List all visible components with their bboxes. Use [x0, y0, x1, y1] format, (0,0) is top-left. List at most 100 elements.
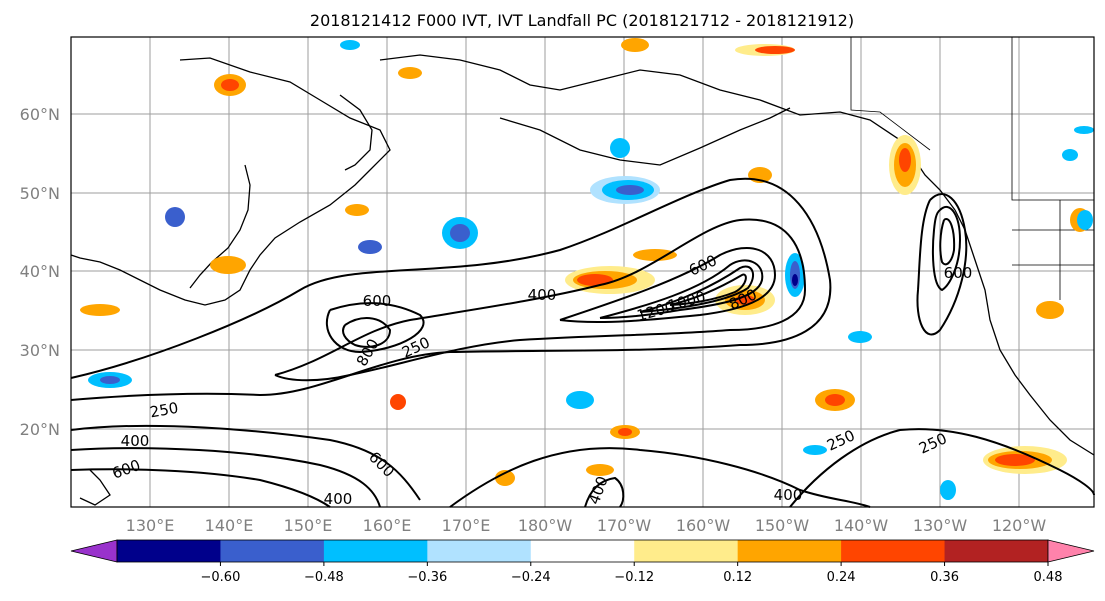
lat-label: 20°N [20, 420, 60, 439]
coast-aleutians [499, 107, 791, 166]
lat-label: 40°N [20, 262, 60, 281]
colorbar-tick-label: 0.48 [1034, 570, 1063, 585]
blob [398, 67, 422, 79]
contour-400-south [70, 447, 381, 508]
colorbar-segment [220, 540, 325, 562]
lon-label: 140°E [205, 516, 254, 535]
contour-250-southeast [789, 428, 1095, 508]
contour-1200 [669, 273, 747, 306]
shade-high [616, 185, 644, 195]
anomaly-pos-canada-coast [889, 135, 921, 195]
colorbar-tick-label: −0.60 [201, 570, 241, 585]
blob [586, 464, 614, 476]
blob [80, 304, 120, 316]
colorbar-tick-label: −0.24 [511, 570, 551, 585]
lon-label: 130°W [913, 516, 968, 535]
blob [825, 394, 845, 406]
colorbar-segment [841, 540, 946, 562]
colorbar-segment [737, 540, 842, 562]
colorbar-segment [323, 540, 428, 562]
map-frame [70, 36, 1095, 508]
contour-label: 400 [324, 490, 353, 508]
colorbar: −0.60 −0.48 −0.36 −0.24 −0.12 0.12 0.24 0.36 0.4… [70, 539, 1095, 585]
lon-label: 180°W [518, 516, 573, 535]
contour-label: 600 [363, 292, 392, 310]
blob [566, 391, 594, 409]
lat-label: 50°N [20, 184, 60, 203]
blob [221, 79, 239, 91]
contour-label: 250 [148, 399, 179, 422]
negative-anomalies [88, 40, 1094, 500]
shade-high [995, 454, 1035, 466]
shade-high [450, 224, 470, 242]
coast-east-asia [70, 57, 391, 306]
contour-400 [274, 218, 807, 382]
contour-600-south [70, 468, 331, 508]
blob [940, 480, 956, 500]
colorbar-ticks: −0.60 −0.48 −0.36 −0.24 −0.12 0.12 0.24 0.36 0.4… [201, 562, 1063, 585]
colorbar-tick-label: −0.36 [407, 570, 447, 585]
colorbar-tick-label: −0.12 [614, 570, 654, 585]
lat-label: 30°N [20, 341, 60, 360]
colorbar-segment [530, 540, 635, 562]
lat-label: 60°N [20, 105, 60, 124]
contour-400-coast [931, 205, 962, 292]
colorbar-segments [116, 539, 1049, 563]
contour-800 [599, 259, 764, 319]
political-borders [850, 37, 1094, 300]
blob [390, 394, 406, 410]
blob [621, 38, 649, 52]
contour-250-south [70, 424, 421, 501]
contour-800-west [342, 317, 392, 348]
lon-label: 130°E [126, 516, 175, 535]
blob [1036, 301, 1064, 319]
contour-1000 [639, 265, 755, 313]
shade-extreme [792, 274, 798, 286]
lon-label: 160°E [363, 516, 412, 535]
coast-north-america-west [954, 209, 1095, 456]
lon-label: 120°W [992, 516, 1047, 535]
blob [618, 428, 632, 436]
blob [633, 249, 677, 261]
coast-philippines [79, 469, 111, 506]
anomaly-neg-north [590, 176, 660, 204]
blob [803, 445, 827, 455]
blob [848, 331, 872, 343]
lon-label: 160°W [676, 516, 731, 535]
blob [358, 240, 382, 254]
longitude-labels: 130°E 140°E 150°E 160°E 170°E 180°W 170°… [126, 516, 1047, 535]
contour-600-coast [939, 218, 956, 266]
lon-label: 150°W [755, 516, 810, 535]
coast-japan [189, 164, 251, 289]
ivt-contours [70, 177, 1095, 508]
contour-400-south-center [449, 447, 871, 508]
border-alaska-canada [850, 37, 931, 151]
blob [100, 376, 120, 384]
colorbar-segment [634, 540, 739, 562]
border-canada-us [1011, 37, 1094, 201]
colorbar-over-arrow [1047, 539, 1095, 563]
blob [755, 46, 795, 54]
blob [610, 138, 630, 158]
contour-label: 400 [121, 432, 150, 450]
coast-kamchatka [339, 94, 373, 171]
lon-label: 150°E [284, 516, 333, 535]
blob [345, 204, 369, 216]
colorbar-segment [944, 540, 1049, 562]
colorbar-tick-label: 0.24 [827, 570, 856, 585]
anomaly-pos-southeast [983, 446, 1067, 474]
blob [165, 207, 185, 227]
contour-label: 400 [774, 486, 803, 504]
figure-title: 2018121412 F000 IVT, IVT Landfall PC (20… [310, 11, 854, 30]
blob [1074, 126, 1094, 134]
contour-600-east [559, 246, 777, 324]
blob [1077, 210, 1093, 230]
contour-label: 400 [528, 286, 557, 304]
lon-label: 170°E [442, 516, 491, 535]
contour-250 [70, 177, 832, 401]
blob [210, 256, 246, 274]
colorbar-tick-label: 0.12 [723, 570, 752, 585]
contour-250-coast [916, 193, 968, 336]
lon-label: 140°W [834, 516, 889, 535]
